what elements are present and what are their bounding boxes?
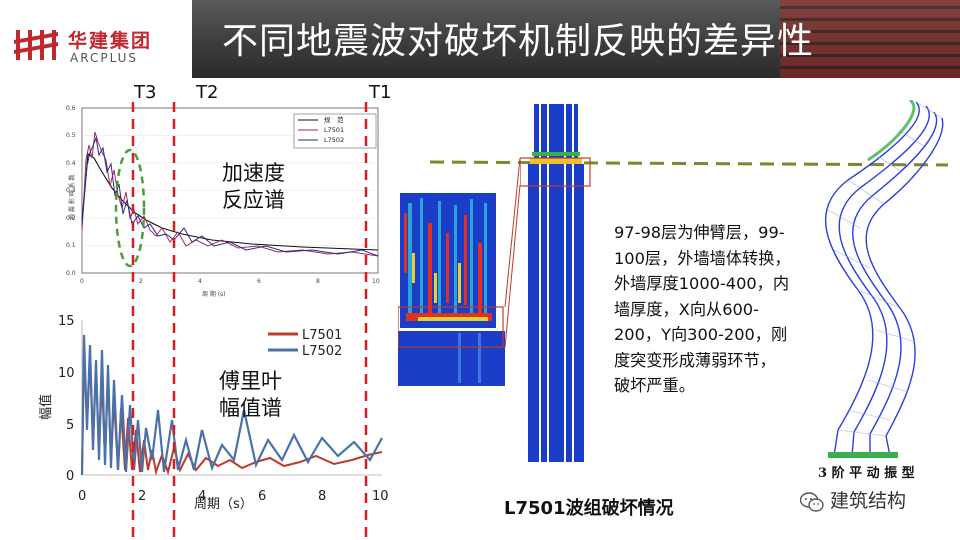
acc-series-code [81, 153, 379, 251]
acc-ytick: 0.5 [66, 132, 76, 139]
wechat-icon [800, 491, 824, 512]
four-legend-l7502: L7502 [302, 344, 342, 359]
fourier-spectrum-chart: 0 5 10 15 0 2 4 6 8 10 周期（s） 幅值 L7501 L7… [38, 314, 389, 512]
transfer-level-line [429, 160, 949, 167]
acc-ytick: 0.4 [66, 160, 76, 167]
tower-model-full [520, 104, 591, 462]
acc-spectrum-chart: 0.0 0.1 0.2 0.3 0.4 0.5 0.6 0 2 4 6 8 10… [66, 105, 380, 298]
four-ylabel: 幅值 [38, 394, 54, 420]
four-xlabel: 周期（s） [194, 497, 253, 512]
acc-legend-l7501: L7501 [324, 126, 344, 134]
slide-title: 不同地震波对破坏机制反映的差异性 [222, 21, 815, 62]
weak-story-description: 97-98层为伸臂层，99-100层，外墙墙体转换，外墙厚度1000-400，内… [614, 223, 791, 395]
marker-label-t3: T3 [134, 82, 157, 103]
callout-line-bottom [504, 184, 521, 348]
acc-ytick: 0.3 [66, 187, 76, 194]
acc-xtick: 10 [372, 278, 380, 285]
four-ytick: 0 [66, 469, 74, 484]
wechat-watermark: 建筑结构 [800, 486, 906, 513]
four-xtick: 4 [198, 489, 206, 504]
header: 华建集团 ARCPLUS 不同地震波对破坏机制反映的差异性 [0, 0, 960, 78]
highlight-ellipse [114, 148, 146, 268]
marker-label-t2: T2 [196, 82, 219, 103]
acc-xtick: 6 [257, 278, 261, 285]
mode-shape-model [824, 100, 944, 458]
four-ytick: 15 [58, 314, 75, 329]
acc-legend-code: 规 范 [324, 115, 344, 124]
zoom-box-mid [520, 157, 591, 187]
damage-model-zoom [398, 193, 505, 386]
four-chart-label-1: 傅里叶 [219, 369, 282, 393]
acc-series-l7502 [81, 136, 379, 257]
acc-xtick: 8 [316, 278, 320, 285]
acc-chart-label-1: 加速度 [222, 161, 285, 185]
acc-xtick: 2 [139, 278, 143, 285]
marker-label-t1: T1 [369, 82, 392, 103]
four-xtick: 10 [372, 489, 389, 504]
title-band [192, 0, 960, 78]
four-legend: L7501 L7502 [268, 328, 342, 359]
four-ytick: 5 [66, 418, 74, 433]
acc-ytick: 0.2 [66, 215, 76, 222]
four-xtick: 8 [318, 489, 326, 504]
logo-text-cn: 华建集团 [68, 30, 153, 52]
acc-ylabel: 地 震 影 响 系 数 [68, 174, 76, 220]
acc-ytick: 0.1 [66, 242, 76, 249]
four-chart-label-2: 幅值谱 [219, 396, 282, 420]
acc-ytick: 0.0 [66, 270, 76, 277]
four-xtick: 2 [138, 489, 146, 504]
four-xtick: 6 [258, 489, 266, 504]
arcplus-logo-icon [14, 30, 58, 60]
watermark-text: 建筑结构 [830, 490, 907, 512]
acc-legend-l7502: L7502 [324, 136, 344, 144]
brick-texture [780, 0, 960, 78]
four-ytick: 10 [58, 366, 75, 381]
zoom-box-left [398, 306, 504, 348]
four-series-l7502 [80, 334, 383, 476]
acc-ytick: 0.6 [66, 105, 76, 112]
acc-xlabel: 周 期 (s) [202, 290, 226, 298]
four-xtick: 0 [78, 489, 86, 504]
acc-chart-label-2: 反应谱 [222, 188, 285, 212]
failure-caption: L7501波组破坏情况 [504, 498, 674, 519]
acc-legend: 规 范 L7501 L7502 [293, 113, 377, 149]
acc-xtick: 4 [198, 278, 202, 285]
acc-xtick: 0 [80, 278, 84, 285]
acc-series-l7501 [81, 131, 379, 257]
four-legend-l7501: L7501 [302, 328, 342, 343]
logo-text-en: ARCPLUS [70, 51, 139, 65]
mode-shape-caption: 3 阶 平 动 振 型 [818, 466, 915, 481]
callout-line-top [504, 157, 521, 308]
